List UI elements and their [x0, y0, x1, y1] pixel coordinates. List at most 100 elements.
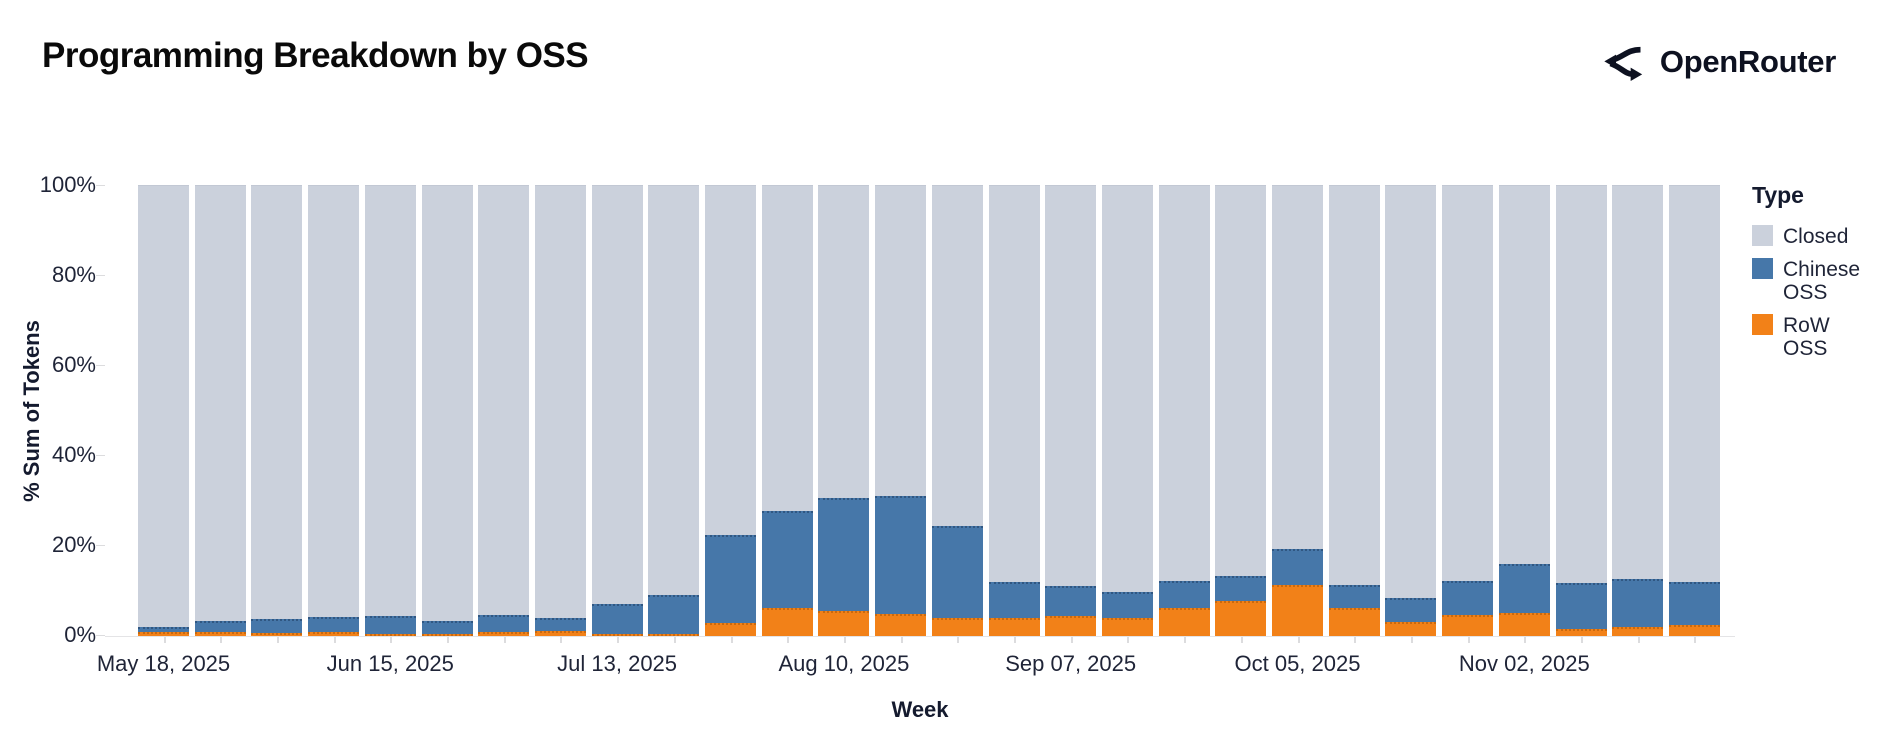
segment-row-oss[interactable]: [1101, 617, 1153, 636]
segment-closed[interactable]: [138, 185, 189, 627]
segment-row-oss[interactable]: [1555, 628, 1607, 636]
segment-chinese-oss[interactable]: [761, 510, 813, 609]
segment-chinese-oss[interactable]: [1498, 564, 1550, 613]
segment-closed[interactable]: [1612, 185, 1664, 579]
segment-closed[interactable]: [818, 185, 870, 498]
segment-chinese-oss[interactable]: [138, 627, 189, 633]
bar-oct-12-2025[interactable]: [1328, 185, 1380, 636]
segment-chinese-oss[interactable]: [534, 618, 586, 631]
bar-aug-24-2025[interactable]: [931, 185, 983, 636]
segment-row-oss[interactable]: [591, 633, 643, 636]
segment-chinese-oss[interactable]: [1101, 591, 1153, 618]
segment-closed[interactable]: [1328, 185, 1380, 585]
bar-aug-31-2025[interactable]: [988, 185, 1040, 636]
bar-nov-16-2025[interactable]: [1612, 185, 1664, 636]
segment-row-oss[interactable]: [1272, 585, 1323, 636]
segment-chinese-oss[interactable]: [1442, 581, 1494, 615]
segment-closed[interactable]: [931, 185, 983, 527]
legend-item-row-oss[interactable]: RoW OSS: [1752, 314, 1878, 360]
bar-nov-23-2025[interactable]: [1668, 185, 1720, 636]
segment-row-oss[interactable]: [761, 608, 813, 636]
segment-closed[interactable]: [875, 185, 927, 497]
segment-closed[interactable]: [1101, 185, 1153, 592]
segment-chinese-oss[interactable]: [1612, 578, 1664, 628]
bar-sep-28-2025[interactable]: [1215, 185, 1267, 636]
segment-chinese-oss[interactable]: [931, 526, 983, 618]
segment-closed[interactable]: [1158, 185, 1210, 582]
segment-row-oss[interactable]: [478, 631, 530, 636]
segment-chinese-oss[interactable]: [648, 595, 700, 634]
bar-jun-15-2025[interactable]: [364, 185, 416, 636]
segment-closed[interactable]: [1668, 185, 1720, 583]
segment-row-oss[interactable]: [251, 633, 303, 636]
segment-chinese-oss[interactable]: [988, 582, 1040, 618]
bar-sep-21-2025[interactable]: [1158, 185, 1210, 636]
segment-row-oss[interactable]: [1612, 627, 1664, 636]
segment-row-oss[interactable]: [818, 611, 870, 636]
bar-oct-05-2025[interactable]: [1272, 185, 1323, 636]
segment-chinese-oss[interactable]: [875, 496, 927, 614]
bar-sep-07-2025[interactable]: [1045, 185, 1097, 636]
segment-row-oss[interactable]: [534, 630, 586, 636]
segment-chinese-oss[interactable]: [705, 534, 756, 623]
segment-row-oss[interactable]: [1442, 614, 1494, 636]
segment-chinese-oss[interactable]: [1045, 585, 1097, 616]
segment-chinese-oss[interactable]: [194, 620, 246, 633]
segment-row-oss[interactable]: [931, 617, 983, 636]
segment-closed[interactable]: [705, 185, 756, 535]
segment-row-oss[interactable]: [364, 633, 416, 636]
segment-chinese-oss[interactable]: [308, 616, 360, 632]
segment-closed[interactable]: [421, 185, 473, 621]
segment-closed[interactable]: [1442, 185, 1494, 581]
segment-chinese-oss[interactable]: [1328, 584, 1380, 609]
segment-row-oss[interactable]: [1215, 601, 1267, 636]
segment-row-oss[interactable]: [194, 632, 246, 636]
bar-oct-26-2025[interactable]: [1442, 185, 1494, 636]
bar-aug-10-2025[interactable]: [818, 185, 870, 636]
segment-closed[interactable]: [194, 185, 246, 621]
segment-row-oss[interactable]: [1498, 613, 1550, 636]
bar-jul-27-2025[interactable]: [705, 185, 756, 636]
segment-row-oss[interactable]: [648, 633, 700, 636]
segment-closed[interactable]: [591, 185, 643, 604]
segment-row-oss[interactable]: [875, 613, 927, 636]
segment-chinese-oss[interactable]: [364, 616, 416, 634]
segment-chinese-oss[interactable]: [1668, 582, 1720, 625]
bar-jun-29-2025[interactable]: [478, 185, 530, 636]
segment-closed[interactable]: [1555, 185, 1607, 584]
segment-row-oss[interactable]: [1045, 615, 1097, 636]
bar-aug-17-2025[interactable]: [875, 185, 927, 636]
bar-jun-08-2025[interactable]: [308, 185, 360, 636]
segment-row-oss[interactable]: [1158, 607, 1210, 636]
segment-closed[interactable]: [988, 185, 1040, 583]
segment-closed[interactable]: [1215, 185, 1267, 577]
segment-row-oss[interactable]: [1328, 608, 1380, 636]
segment-chinese-oss[interactable]: [1385, 598, 1437, 622]
segment-closed[interactable]: [534, 185, 586, 619]
segment-chinese-oss[interactable]: [1555, 583, 1607, 629]
segment-closed[interactable]: [1385, 185, 1437, 599]
segment-closed[interactable]: [1498, 185, 1550, 565]
legend-item-chinese-oss[interactable]: Chinese OSS: [1752, 258, 1878, 304]
legend-item-closed[interactable]: Closed: [1752, 225, 1878, 248]
segment-chinese-oss[interactable]: [478, 614, 530, 632]
segment-closed[interactable]: [1045, 185, 1097, 586]
segment-closed[interactable]: [251, 185, 303, 620]
segment-chinese-oss[interactable]: [1215, 576, 1267, 602]
segment-row-oss[interactable]: [421, 633, 473, 636]
segment-closed[interactable]: [648, 185, 700, 596]
segment-chinese-oss[interactable]: [421, 620, 473, 634]
segment-chinese-oss[interactable]: [591, 603, 643, 634]
segment-chinese-oss[interactable]: [251, 619, 303, 634]
segment-row-oss[interactable]: [1385, 621, 1437, 636]
bar-nov-02-2025[interactable]: [1498, 185, 1550, 636]
segment-closed[interactable]: [308, 185, 360, 617]
segment-closed[interactable]: [364, 185, 416, 617]
segment-closed[interactable]: [478, 185, 530, 615]
segment-row-oss[interactable]: [138, 632, 189, 636]
segment-chinese-oss[interactable]: [818, 497, 870, 612]
bar-sep-14-2025[interactable]: [1101, 185, 1153, 636]
segment-row-oss[interactable]: [705, 622, 756, 636]
bar-may-25-2025[interactable]: [194, 185, 246, 636]
bar-jun-22-2025[interactable]: [421, 185, 473, 636]
